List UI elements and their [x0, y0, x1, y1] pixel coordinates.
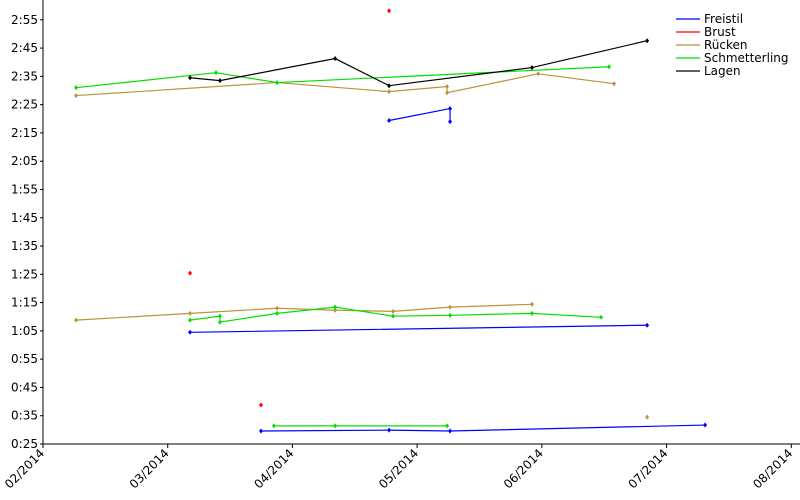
data-point	[188, 270, 193, 276]
data-point	[258, 428, 263, 434]
data-point	[448, 312, 453, 318]
data-point	[612, 81, 617, 87]
data-point	[217, 319, 222, 325]
y-tick-label: 1:05	[11, 324, 38, 338]
data-point	[333, 307, 338, 313]
x-tick-label: 03/2014	[127, 446, 172, 491]
series-line	[75, 66, 610, 427]
legend-label: Lagen	[704, 64, 741, 78]
data-point	[703, 422, 708, 428]
y-tick-label: 1:55	[11, 182, 38, 196]
data-point	[645, 38, 650, 44]
data-point	[74, 85, 79, 91]
data-point	[271, 423, 276, 429]
y-tick-label: 0:55	[11, 352, 38, 366]
data-point	[74, 317, 79, 323]
data-point	[275, 305, 280, 311]
y-tick-label: 2:25	[11, 98, 38, 112]
data-point	[448, 106, 453, 112]
data-point	[529, 65, 534, 71]
legend-label: Rücken	[704, 38, 748, 52]
data-point	[275, 310, 280, 316]
data-point	[188, 310, 193, 316]
y-tick-label: 1:25	[11, 267, 38, 281]
data-point	[333, 304, 338, 310]
x-tick-label: 02/2014	[2, 446, 47, 491]
data-point	[333, 56, 338, 62]
y-tick-label: 2:55	[11, 13, 38, 27]
data-point	[529, 301, 534, 307]
data-point	[387, 117, 392, 123]
x-tick-label: 05/2014	[376, 446, 421, 491]
y-tick-label: 2:05	[11, 154, 38, 168]
legend-label: Freistil	[704, 12, 743, 26]
data-point	[387, 89, 392, 95]
y-tick-label: 0:25	[11, 437, 38, 451]
data-point	[607, 64, 612, 70]
y-tick-label: 2:15	[11, 126, 38, 140]
data-point	[387, 83, 392, 89]
data-point	[391, 313, 396, 319]
y-tick-label: 1:35	[11, 239, 38, 253]
y-tick-label: 1:15	[11, 296, 38, 310]
y-tick-label: 1:45	[11, 211, 38, 225]
data-point	[387, 427, 392, 433]
data-point	[188, 329, 193, 335]
data-point	[448, 304, 453, 310]
x-tick-label: 07/2014	[626, 446, 671, 491]
data-point	[391, 308, 396, 314]
y-tick-label: 0:45	[11, 380, 38, 394]
data-point	[387, 8, 392, 14]
data-point	[445, 84, 450, 90]
data-point	[217, 313, 222, 319]
data-point	[448, 428, 453, 434]
legend-label: Schmetterling	[704, 51, 789, 65]
x-tick-label: 06/2014	[501, 446, 546, 491]
series-line	[190, 107, 706, 432]
data-point	[445, 423, 450, 429]
data-point	[217, 78, 222, 84]
series-line	[76, 74, 647, 417]
data-point	[188, 75, 193, 81]
data-point	[645, 414, 650, 420]
series-line	[189, 40, 648, 87]
x-tick-label: 08/2014	[750, 446, 795, 491]
y-tick-label: 2:35	[11, 69, 38, 83]
data-point	[599, 314, 604, 320]
data-point	[645, 322, 650, 328]
y-tick-label: 2:45	[11, 41, 38, 55]
data-point	[448, 119, 453, 125]
data-point	[536, 71, 541, 77]
data-point	[333, 423, 338, 429]
data-point	[275, 80, 280, 86]
data-point	[213, 70, 218, 76]
y-tick-label: 0:35	[11, 409, 38, 423]
legend-label: Brust	[704, 25, 736, 39]
data-point	[529, 310, 534, 316]
x-tick-label: 04/2014	[251, 446, 296, 491]
data-point	[74, 93, 79, 99]
data-point	[445, 90, 450, 96]
data-point	[258, 402, 263, 408]
data-point	[188, 317, 193, 323]
